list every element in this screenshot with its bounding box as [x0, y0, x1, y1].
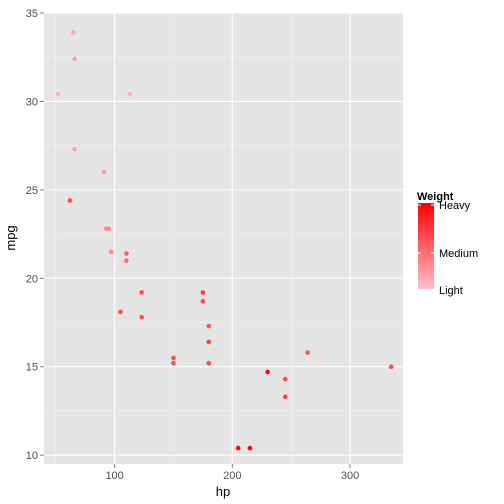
data-point: [118, 309, 123, 315]
data-point: [265, 369, 270, 375]
legend-colorbar: [418, 203, 434, 289]
legend-label-light: Light: [439, 285, 463, 297]
data-point: [305, 350, 310, 355]
legend-label-heavy: Heavy: [439, 200, 471, 212]
data-point: [106, 226, 112, 232]
data-point: [206, 323, 212, 329]
y-tick-label: 10: [26, 450, 38, 462]
data-point: [67, 198, 73, 203]
data-point: [127, 92, 133, 97]
data-point: [124, 258, 129, 263]
data-point: [71, 30, 76, 35]
data-point: [247, 445, 253, 451]
data-point: [206, 360, 212, 366]
data-points: [55, 30, 394, 451]
x-axis-title: hp: [216, 484, 230, 499]
y-axis-ticks: 10 15 20 25 30 35: [26, 8, 44, 462]
data-point: [235, 445, 241, 451]
x-axis-ticks: 100 200 300: [105, 464, 359, 482]
data-point: [101, 169, 107, 175]
legend-label-medium: Medium: [439, 248, 478, 260]
y-tick-label: 30: [26, 96, 38, 108]
y-tick-label: 20: [26, 273, 38, 285]
y-tick-label: 35: [26, 8, 38, 20]
data-point: [200, 298, 206, 304]
data-point: [200, 290, 206, 295]
data-point: [108, 249, 114, 255]
data-point: [72, 56, 77, 62]
data-point: [282, 394, 288, 400]
data-point: [206, 339, 212, 345]
data-point: [139, 290, 144, 295]
data-point: [171, 355, 176, 361]
data-point: [72, 146, 77, 152]
data-point: [171, 360, 176, 366]
x-tick-label: 200: [223, 470, 241, 482]
data-point: [282, 376, 288, 382]
data-point: [388, 364, 394, 370]
plot-panel: [44, 13, 403, 464]
legend-title: Weight: [417, 191, 454, 203]
y-tick-label: 15: [26, 362, 38, 374]
legend: Weight Heavy Medium Light: [417, 191, 478, 297]
minor-gridlines: [44, 13, 403, 464]
x-tick-label: 300: [341, 470, 359, 482]
major-gridlines: [44, 12, 403, 464]
data-point: [139, 314, 144, 320]
x-tick-label: 100: [105, 470, 123, 482]
data-point: [55, 92, 61, 97]
y-tick-label: 25: [26, 185, 38, 197]
y-axis-title: mpg: [3, 225, 18, 250]
data-point: [124, 251, 129, 256]
